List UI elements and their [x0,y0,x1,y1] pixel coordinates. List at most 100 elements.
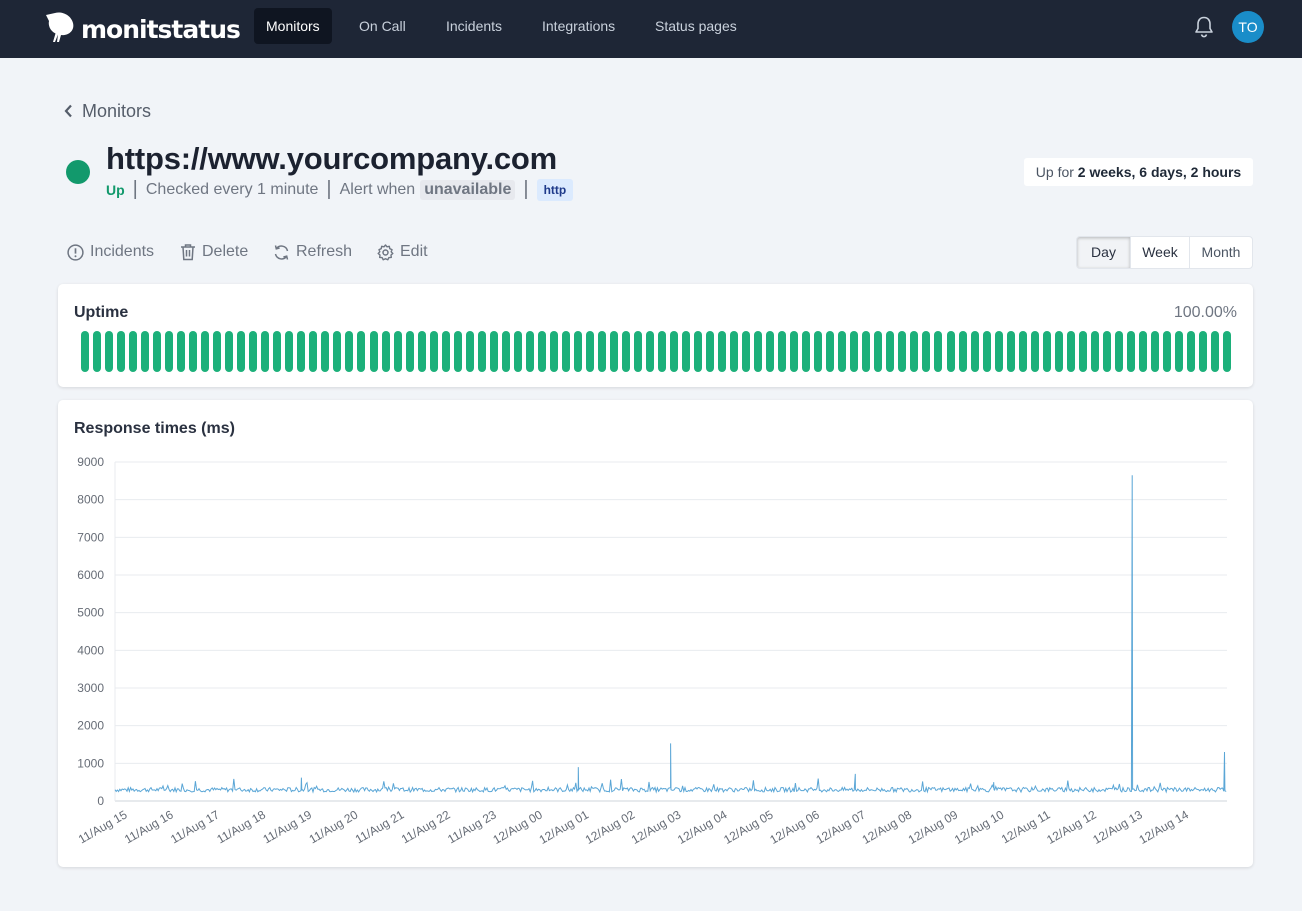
uptime-bar[interactable] [321,331,330,372]
uptime-bar[interactable] [393,331,402,372]
uptime-bar[interactable] [1030,331,1039,372]
uptime-bar[interactable] [573,331,582,372]
uptime-bar[interactable] [1090,331,1099,372]
uptime-bar[interactable] [682,331,691,372]
uptime-bar[interactable] [285,331,294,372]
uptime-bar[interactable] [225,331,234,372]
uptime-bar[interactable] [850,331,859,372]
uptime-bar[interactable] [790,331,799,372]
uptime-bar[interactable] [1198,331,1207,372]
uptime-bar[interactable] [718,331,727,372]
uptime-bar[interactable] [1078,331,1087,372]
uptime-bar[interactable] [1174,331,1183,372]
delete-button[interactable]: Delete [180,240,248,264]
uptime-bar[interactable] [742,331,751,372]
uptime-bar[interactable] [982,331,991,372]
uptime-bar[interactable] [429,331,438,372]
incidents-button[interactable]: Incidents [67,240,154,264]
uptime-bar[interactable] [261,331,270,372]
uptime-bar[interactable] [670,331,679,372]
uptime-bar[interactable] [730,331,739,372]
uptime-bar[interactable] [826,331,835,372]
uptime-bar[interactable] [706,331,715,372]
uptime-bar[interactable] [369,331,378,372]
uptime-bar[interactable] [1126,331,1135,372]
uptime-bar[interactable] [862,331,871,372]
uptime-bar[interactable] [237,331,246,372]
uptime-bar[interactable] [1042,331,1051,372]
uptime-bar[interactable] [1054,331,1063,372]
uptime-bar[interactable] [333,331,342,372]
uptime-bar[interactable] [778,331,787,372]
uptime-bar[interactable] [1186,331,1195,372]
uptime-bar[interactable] [525,331,534,372]
uptime-bar[interactable] [249,331,258,372]
uptime-bar[interactable] [766,331,775,372]
uptime-bar[interactable] [1150,331,1159,372]
uptime-bar[interactable] [549,331,558,372]
uptime-bar[interactable] [201,331,210,372]
uptime-bar[interactable] [814,331,823,372]
uptime-bar[interactable] [1223,331,1231,372]
uptime-bar[interactable] [585,331,594,372]
range-day-button[interactable]: Day [1077,237,1130,268]
uptime-bar[interactable] [1006,331,1015,372]
uptime-bar[interactable] [645,331,654,372]
uptime-bar[interactable] [297,331,306,372]
uptime-bar[interactable] [81,331,89,372]
uptime-bar[interactable] [1162,331,1171,372]
uptime-bar[interactable] [658,331,666,372]
refresh-button[interactable]: Refresh [273,240,352,264]
uptime-bar[interactable] [922,331,931,372]
uptime-bar[interactable] [946,331,955,372]
breadcrumb-back[interactable]: Monitors [64,100,151,122]
nav-monitors[interactable]: Monitors [254,8,332,44]
uptime-bar[interactable] [441,331,450,372]
uptime-bar[interactable] [345,331,354,372]
uptime-bar[interactable] [477,331,486,372]
logo[interactable]: monitstatus [46,8,241,44]
uptime-bar[interactable] [694,331,703,372]
uptime-bar[interactable] [609,331,618,372]
uptime-bar[interactable] [1138,331,1147,372]
nav-status-pages[interactable]: Status pages [655,18,737,34]
nav-integrations[interactable]: Integrations [542,18,616,34]
range-week-button[interactable]: Week [1130,237,1189,268]
uptime-bar[interactable] [1018,331,1027,372]
uptime-bar[interactable] [153,331,162,372]
uptime-bar[interactable] [489,331,498,372]
bell-icon[interactable] [1193,15,1215,39]
uptime-bar[interactable] [537,331,546,372]
uptime-bar[interactable] [129,331,138,372]
uptime-bar[interactable] [105,331,114,372]
uptime-bar[interactable] [273,331,282,372]
nav-on-call[interactable]: On Call [359,18,406,34]
uptime-bar[interactable] [886,331,895,372]
uptime-bar[interactable] [501,331,510,372]
uptime-bar[interactable] [465,331,474,372]
uptime-bar[interactable] [970,331,979,372]
uptime-bar[interactable] [633,331,642,372]
uptime-bar[interactable] [117,331,126,372]
uptime-bar[interactable] [958,331,967,372]
avatar[interactable]: TO [1232,11,1264,43]
uptime-bar[interactable] [453,331,462,372]
uptime-bar[interactable] [561,331,570,372]
uptime-bar[interactable] [1102,331,1111,372]
range-month-button[interactable]: Month [1189,237,1252,268]
uptime-bar[interactable] [1066,331,1075,372]
uptime-bar[interactable] [838,331,847,372]
uptime-bar[interactable] [405,331,414,372]
uptime-bar[interactable] [994,331,1003,372]
uptime-bar[interactable] [381,331,390,372]
nav-incidents[interactable]: Incidents [446,18,503,34]
uptime-bar[interactable] [165,331,174,372]
uptime-bar[interactable] [802,331,811,372]
uptime-bar[interactable] [513,331,522,372]
uptime-bar[interactable] [417,331,426,372]
uptime-bar[interactable] [754,331,763,372]
uptime-bar[interactable] [1210,331,1219,372]
uptime-bar[interactable] [141,331,150,372]
uptime-bar[interactable] [357,331,366,372]
edit-button[interactable]: Edit [377,240,428,264]
